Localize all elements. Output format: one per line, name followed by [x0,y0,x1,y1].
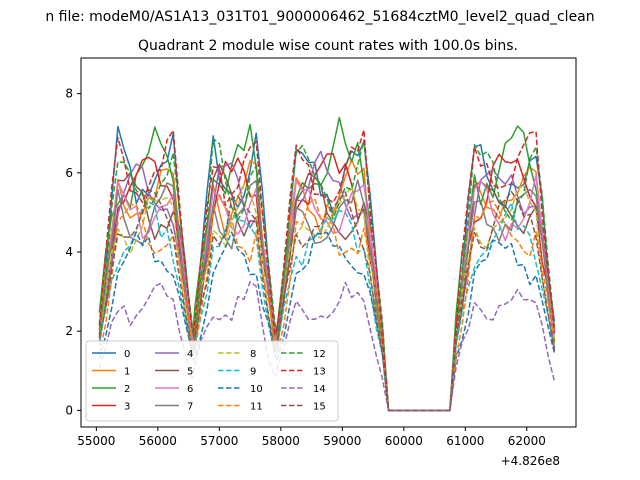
series-line-12 [98,137,556,412]
y-tick-label: 0 [65,403,73,417]
x-tick-label: 59000 [323,434,361,448]
legend-label-4: 4 [187,349,193,360]
x-tick-label: 62000 [508,434,546,448]
series-line-10 [98,231,556,412]
chart-title: Quadrant 2 module wise count rates with … [138,38,518,54]
series-line-13 [98,129,556,412]
y-tick-label: 4 [65,245,73,259]
legend-label-1: 1 [124,367,130,378]
y-tick-label: 8 [65,87,73,101]
series-line-14 [98,281,556,412]
series-line-4 [98,150,556,412]
y-tick-label: 6 [65,166,73,180]
x-tick-label: 61000 [446,434,484,448]
plot-frame [80,57,577,428]
x-tick-label: 56000 [139,434,177,448]
x-tick-label: 58000 [262,434,300,448]
legend-label-3: 3 [124,402,130,413]
series-layer [98,116,556,412]
legend-label-14: 14 [313,384,326,395]
legend-label-15: 15 [313,402,326,413]
x-tick-label: 55000 [77,434,115,448]
legend-label-2: 2 [124,384,130,395]
x-axis: 55000 56000 57000 58000 59000 60000 61000 62000 [77,427,546,448]
figure-suptitle: n file: modeM0/AS1A13_031T01_9000006462_… [45,9,594,25]
series-line-7 [98,179,556,412]
legend-label-13: 13 [313,367,326,378]
series-line-3 [98,152,556,412]
legend-label-7: 7 [187,402,193,413]
y-tick-label: 2 [65,324,73,338]
legend-label-8: 8 [250,349,256,360]
legend-label-11: 11 [250,402,263,413]
legend-box [85,340,339,422]
x-tick-label: 60000 [385,434,423,448]
legend-label-5: 5 [187,367,193,378]
x-offset-label: +4.826e8 [501,454,560,468]
series-line-11 [98,194,556,412]
legend-label-9: 9 [250,367,256,378]
x-tick-label: 57000 [200,434,238,448]
legend-label-6: 6 [187,384,193,395]
legend-label-10: 10 [250,384,263,395]
legend-label-0: 0 [124,349,130,360]
series-line-15 [98,188,556,412]
legend-label-12: 12 [313,349,326,360]
y-axis: 0 2 4 6 8 [65,87,81,417]
